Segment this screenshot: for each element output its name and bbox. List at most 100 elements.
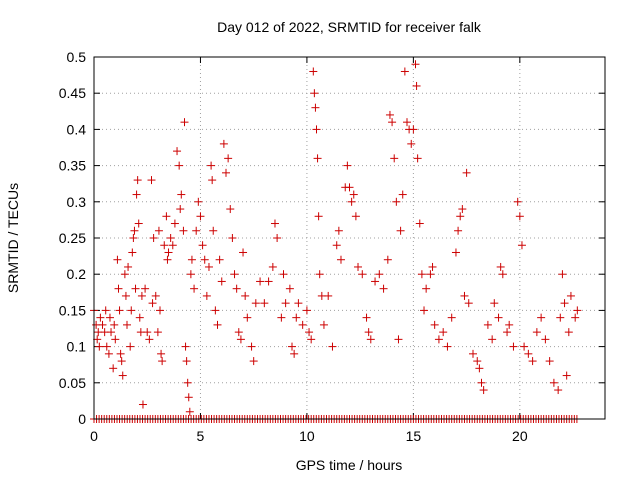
data-point [164, 248, 173, 257]
data-point [109, 364, 118, 373]
data-point [217, 277, 226, 286]
data-point [473, 357, 482, 366]
data-point [394, 335, 403, 344]
data-point [176, 205, 185, 214]
data-point [128, 248, 137, 257]
data-point [549, 378, 558, 387]
x-tick-label: 20 [512, 428, 528, 444]
data-point [411, 60, 420, 69]
axis-ticks: 0 0.05 0.1 0.15 0.2 0.25 0.3 0.35 0.4 0.45 0.5 0 5 10… [59, 49, 605, 444]
data-point [249, 357, 258, 366]
data-point [462, 168, 471, 177]
data-point [520, 342, 529, 351]
data-point [345, 183, 354, 192]
data-point [496, 262, 505, 271]
data-point [239, 248, 248, 257]
data-point [309, 67, 318, 76]
data-point [273, 234, 282, 242]
data-point [451, 248, 460, 257]
data-point [302, 306, 311, 315]
data-point [96, 313, 105, 322]
data-point [200, 255, 209, 264]
x-tick-label: 15 [406, 428, 422, 444]
data-point [256, 277, 265, 286]
data-point [332, 241, 341, 250]
data-point [362, 313, 371, 322]
data-point [505, 320, 514, 329]
data-point [310, 89, 319, 98]
data-point [313, 154, 322, 163]
data-point [409, 125, 418, 134]
plot-frame [93, 56, 606, 420]
data-point [180, 118, 189, 127]
data-point [354, 262, 363, 271]
data-point [224, 154, 233, 163]
data-point [124, 262, 133, 271]
x-axis-label: GPS time / hours [296, 457, 403, 473]
data-point [181, 342, 190, 351]
data-point [312, 125, 321, 134]
data-point [285, 284, 294, 293]
data-point [121, 291, 130, 300]
data-point [141, 284, 150, 293]
data-point [209, 226, 218, 235]
data-point [194, 197, 203, 206]
data-point [247, 342, 256, 351]
y-tick-label: 0.05 [59, 375, 86, 391]
data-point [426, 270, 435, 279]
data-point [168, 241, 177, 250]
data-point [183, 378, 192, 387]
data-point [412, 81, 421, 90]
data-point [107, 328, 116, 337]
data-point [566, 291, 575, 300]
data-point [351, 212, 360, 221]
data-point [413, 154, 422, 163]
data-point [179, 226, 188, 235]
data-point [131, 284, 140, 293]
data-point [177, 190, 186, 199]
y-tick-label: 0.4 [67, 121, 87, 137]
chart-title: Day 012 of 2022, SRMTID for receiver fal… [217, 19, 482, 35]
x-tick-label: 10 [299, 428, 315, 444]
data-point [185, 407, 194, 416]
data-point [234, 328, 243, 337]
data-point [151, 291, 160, 300]
data-point [215, 255, 224, 264]
data-point [156, 306, 165, 315]
data-point [564, 328, 573, 337]
data-point [208, 176, 217, 185]
data-point [392, 197, 401, 206]
data-points [90, 60, 582, 423]
data-point [498, 270, 507, 279]
data-point [477, 378, 486, 387]
data-point [116, 349, 125, 358]
data-point [524, 349, 533, 358]
data-point [120, 270, 129, 279]
x-tick-label: 0 [90, 428, 98, 444]
data-point [98, 320, 107, 329]
data-point [118, 371, 127, 380]
data-point [343, 161, 352, 170]
y-tick-label: 0.5 [67, 49, 87, 65]
data-point [488, 335, 497, 344]
data-point [443, 342, 452, 351]
data-point [111, 335, 120, 344]
data-point [160, 241, 169, 250]
data-point [228, 234, 237, 242]
data-point [513, 197, 522, 206]
data-point [202, 291, 211, 300]
data-point [148, 299, 157, 308]
data-point [154, 226, 163, 235]
data-point [298, 320, 307, 329]
data-point [281, 299, 290, 308]
data-point [464, 299, 473, 308]
data-point [358, 270, 367, 279]
data-point [192, 226, 201, 235]
data-point [319, 320, 328, 329]
data-point [415, 219, 424, 228]
data-point [541, 335, 550, 344]
data-point [184, 393, 193, 402]
data-point [279, 270, 288, 279]
